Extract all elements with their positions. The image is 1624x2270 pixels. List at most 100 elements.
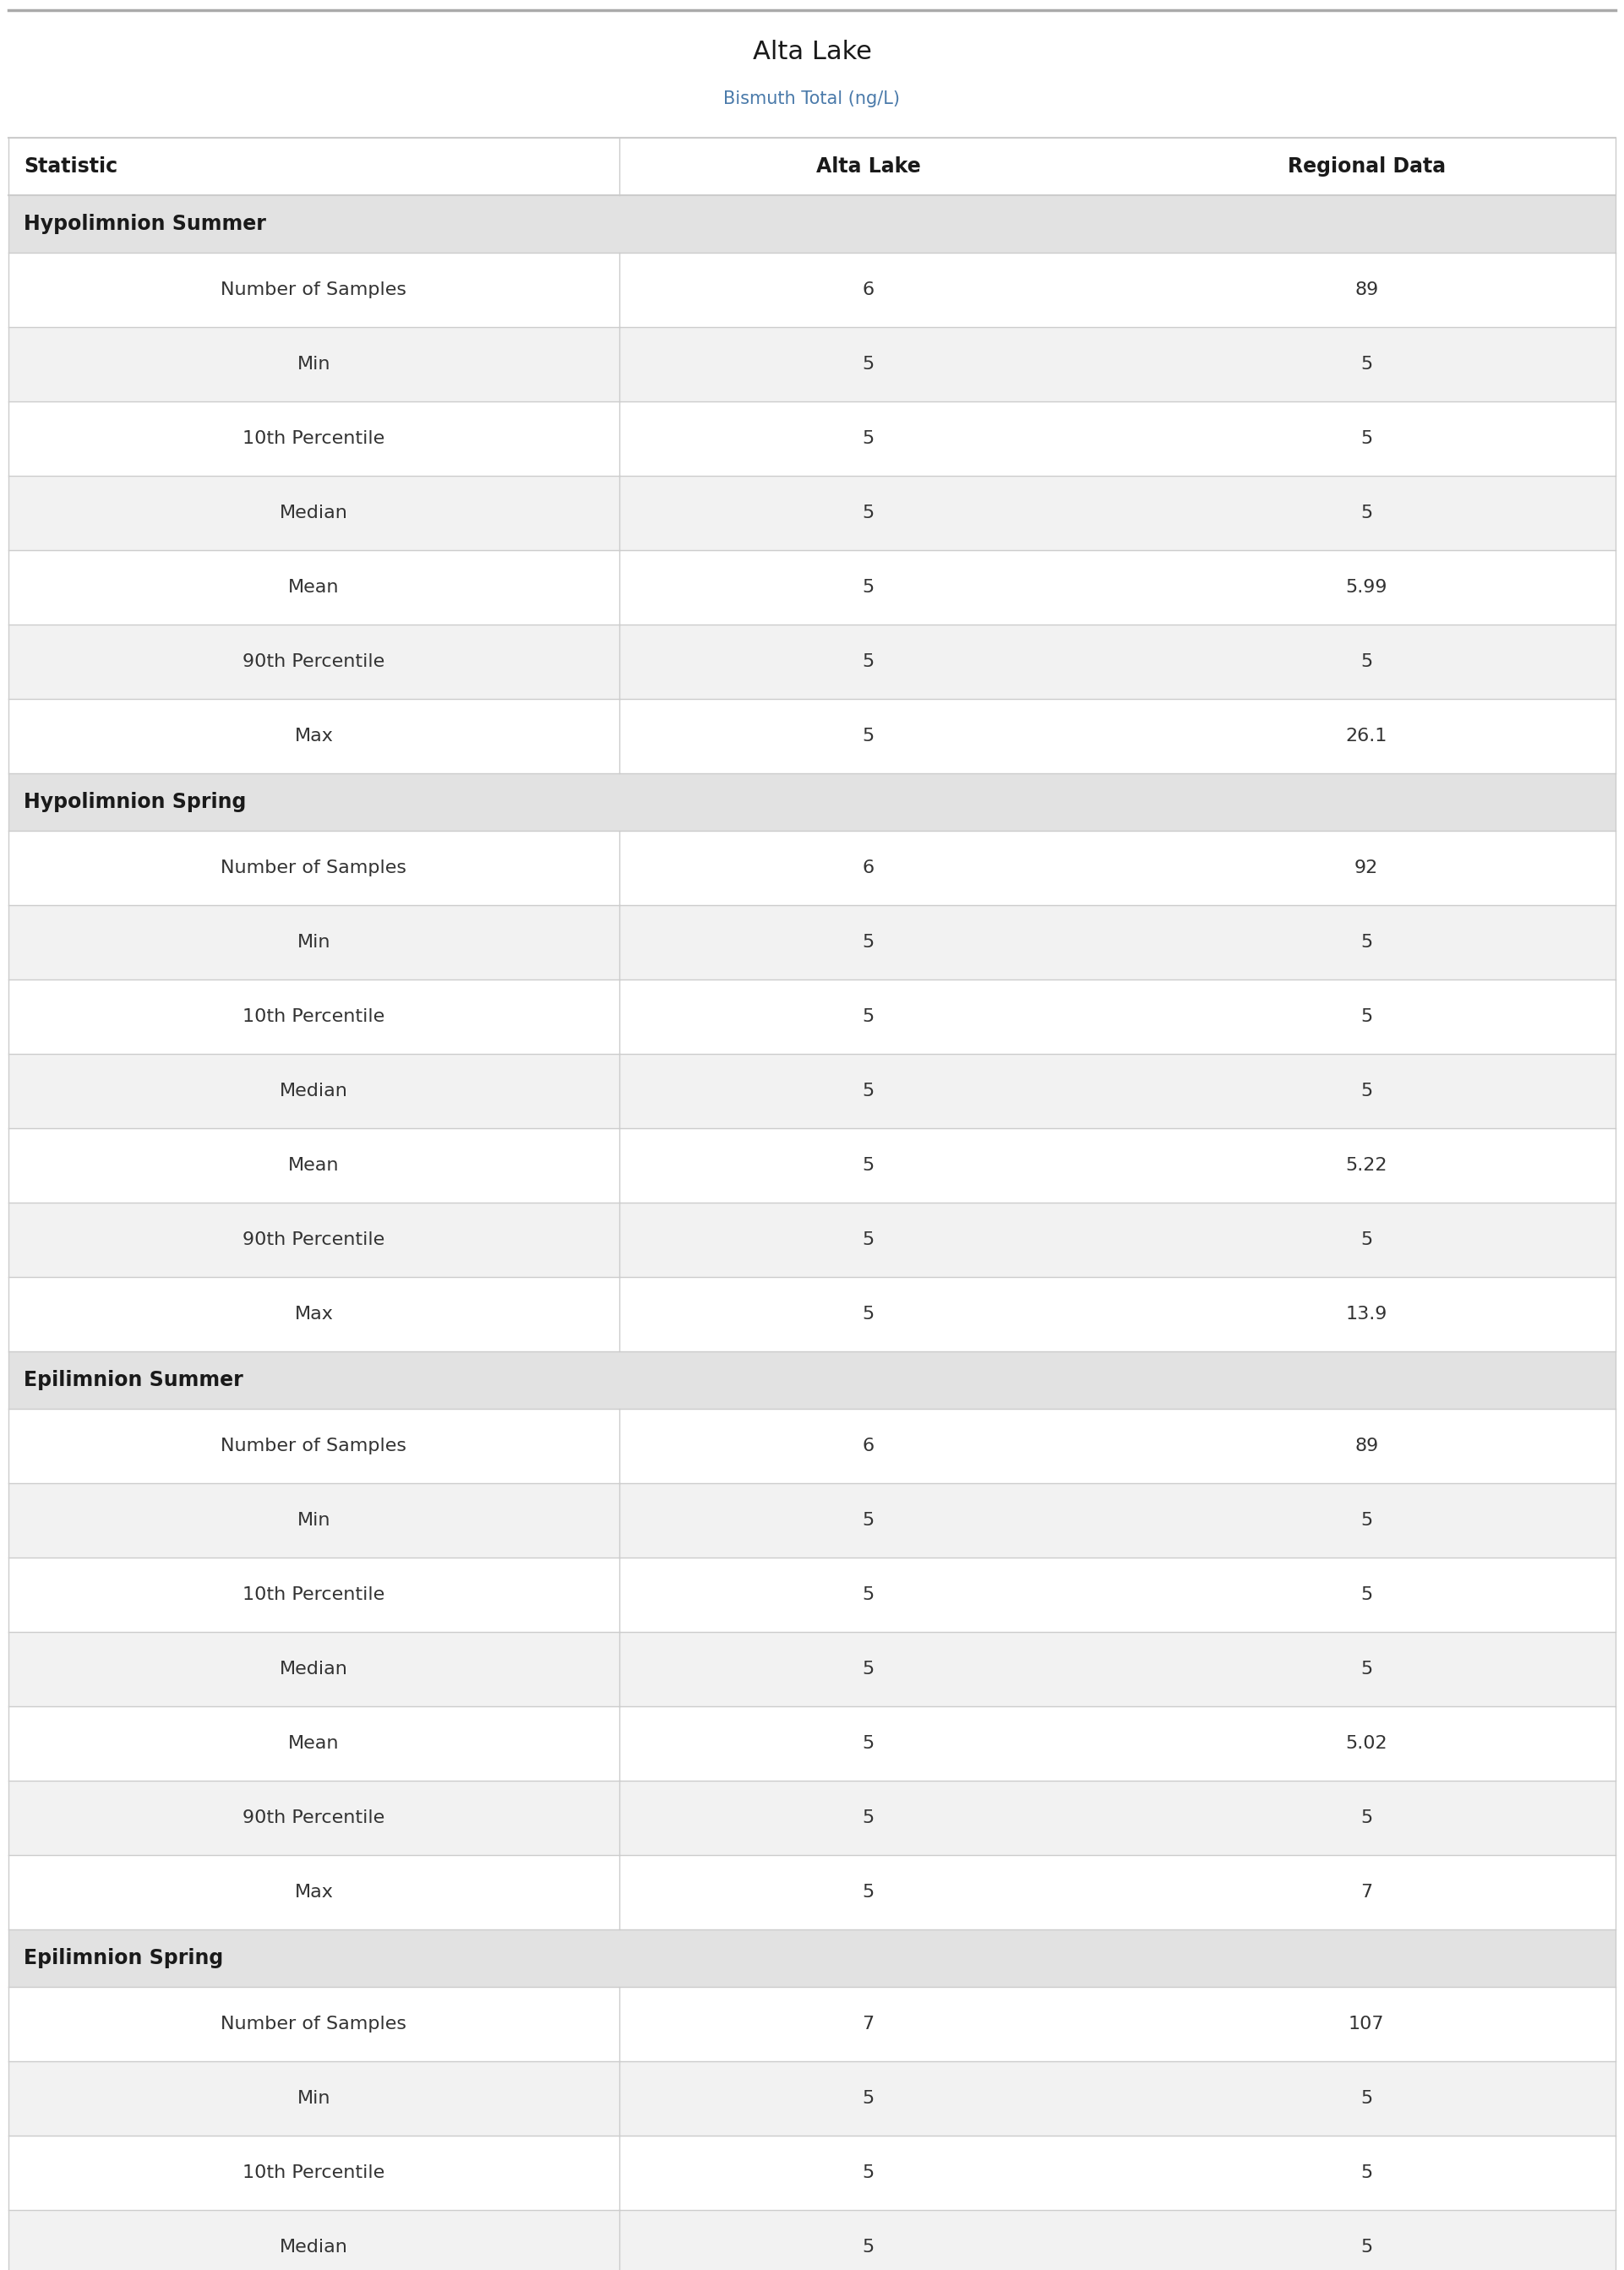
Text: Median: Median <box>279 1662 348 1678</box>
Text: 5: 5 <box>862 579 874 595</box>
Text: 92: 92 <box>1354 860 1379 876</box>
Bar <box>8 699 1616 774</box>
Bar <box>8 831 1616 906</box>
Text: Median: Median <box>279 2238 348 2256</box>
Bar <box>8 252 1616 327</box>
Text: 5: 5 <box>862 2238 874 2256</box>
Text: 5: 5 <box>1361 1809 1372 1827</box>
Bar <box>8 1203 1616 1278</box>
Bar <box>8 1410 1616 1482</box>
Text: 7: 7 <box>1361 1884 1372 1900</box>
Bar <box>8 7 1616 138</box>
Text: 89: 89 <box>1354 1437 1379 1455</box>
Bar <box>8 1930 1616 1986</box>
Text: 5: 5 <box>1361 1587 1372 1603</box>
Bar <box>8 2136 1616 2211</box>
Text: 5: 5 <box>1361 504 1372 522</box>
Bar <box>8 2061 1616 2136</box>
Text: 5.22: 5.22 <box>1346 1158 1387 1174</box>
Text: Epilimnion Spring: Epilimnion Spring <box>24 1948 222 1968</box>
Text: 10th Percentile: 10th Percentile <box>242 431 385 447</box>
Text: 6: 6 <box>862 281 874 297</box>
Bar <box>8 477 1616 549</box>
Bar <box>8 138 1616 195</box>
Bar <box>8 1632 1616 1707</box>
Text: Median: Median <box>279 504 348 522</box>
Text: Regional Data: Regional Data <box>1288 157 1445 177</box>
Bar <box>8 1351 1616 1410</box>
Text: Max: Max <box>294 1305 333 1323</box>
Bar <box>8 1855 1616 1930</box>
Text: 5.02: 5.02 <box>1346 1734 1387 1752</box>
Text: 26.1: 26.1 <box>1346 729 1387 745</box>
Bar <box>8 1053 1616 1128</box>
Text: 5: 5 <box>862 1008 874 1026</box>
Text: Number of Samples: Number of Samples <box>221 860 406 876</box>
Text: Median: Median <box>279 1083 348 1099</box>
Text: Max: Max <box>294 1884 333 1900</box>
Text: 5: 5 <box>1361 1008 1372 1026</box>
Text: Mean: Mean <box>287 1158 339 1174</box>
Bar <box>8 1707 1616 1780</box>
Text: 5: 5 <box>862 1512 874 1528</box>
Text: 90th Percentile: 90th Percentile <box>242 1809 385 1827</box>
Bar <box>8 1780 1616 1855</box>
Text: 5: 5 <box>1361 1512 1372 1528</box>
Text: 89: 89 <box>1354 281 1379 297</box>
Text: 5: 5 <box>1361 2163 1372 2181</box>
Text: Hypolimnion Summer: Hypolimnion Summer <box>24 213 266 234</box>
Text: 5: 5 <box>862 356 874 372</box>
Text: Statistic: Statistic <box>24 157 117 177</box>
Text: Min: Min <box>297 933 331 951</box>
Text: 5: 5 <box>862 1587 874 1603</box>
Text: 10th Percentile: 10th Percentile <box>242 2163 385 2181</box>
Bar <box>8 2211 1616 2270</box>
Text: 5: 5 <box>862 1305 874 1323</box>
Text: 5: 5 <box>1361 654 1372 670</box>
Text: 5: 5 <box>1361 1083 1372 1099</box>
Text: 6: 6 <box>862 1437 874 1455</box>
Text: 5: 5 <box>862 504 874 522</box>
Text: 5: 5 <box>1361 1662 1372 1678</box>
Text: 5: 5 <box>862 1884 874 1900</box>
Text: 5: 5 <box>862 2091 874 2107</box>
Text: 5.99: 5.99 <box>1346 579 1387 595</box>
Text: Mean: Mean <box>287 579 339 595</box>
Text: 5: 5 <box>1361 356 1372 372</box>
Text: Number of Samples: Number of Samples <box>221 2016 406 2032</box>
Bar <box>8 978 1616 1053</box>
Text: Number of Samples: Number of Samples <box>221 281 406 297</box>
Bar <box>8 1557 1616 1632</box>
Bar <box>8 549 1616 624</box>
Bar <box>8 1482 1616 1557</box>
Text: Min: Min <box>297 356 331 372</box>
Text: 5: 5 <box>1361 2238 1372 2256</box>
Text: 90th Percentile: 90th Percentile <box>242 1230 385 1249</box>
Text: 7: 7 <box>862 2016 874 2032</box>
Bar <box>8 1278 1616 1351</box>
Bar <box>8 1128 1616 1203</box>
Text: Min: Min <box>297 1512 331 1528</box>
Bar <box>8 774 1616 831</box>
Text: 5: 5 <box>862 1734 874 1752</box>
Text: 5: 5 <box>862 1662 874 1678</box>
Text: Epilimnion Summer: Epilimnion Summer <box>24 1369 244 1389</box>
Text: 5: 5 <box>1361 2091 1372 2107</box>
Text: 10th Percentile: 10th Percentile <box>242 1008 385 1026</box>
Bar <box>8 906 1616 978</box>
Text: Hypolimnion Spring: Hypolimnion Spring <box>24 792 247 813</box>
Bar <box>8 402 1616 477</box>
Bar <box>8 624 1616 699</box>
Text: 107: 107 <box>1348 2016 1384 2032</box>
Text: 10th Percentile: 10th Percentile <box>242 1587 385 1603</box>
Text: 5: 5 <box>862 1230 874 1249</box>
Text: 5: 5 <box>862 729 874 745</box>
Text: Number of Samples: Number of Samples <box>221 1437 406 1455</box>
Text: Max: Max <box>294 729 333 745</box>
Text: 5: 5 <box>862 933 874 951</box>
Text: Alta Lake: Alta Lake <box>752 41 872 64</box>
Text: 5: 5 <box>862 431 874 447</box>
Text: 5: 5 <box>1361 933 1372 951</box>
Text: 5: 5 <box>862 1083 874 1099</box>
Text: 5: 5 <box>1361 1230 1372 1249</box>
